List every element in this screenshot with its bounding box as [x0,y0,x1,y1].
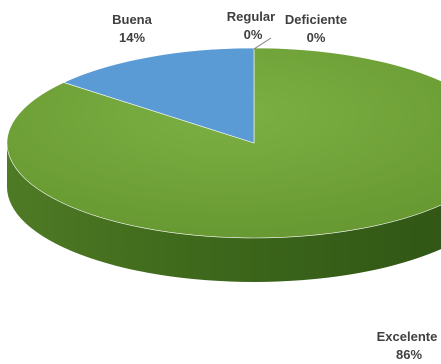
pie-slice-excelente [6,47,441,239]
slice-label-excelente: Excelente [377,329,438,344]
slice-value-deficiente: 0% [307,30,326,45]
pie-slice-buena [62,47,255,144]
slice-label-regular: Regular [227,9,275,24]
label-leader-line-regular [253,37,272,50]
slice-label-deficiente: Deficiente [285,12,347,27]
slice-label-buena: Buena [112,12,153,27]
slice-value-regular: 0% [244,27,263,42]
slice-value-buena: 14% [119,30,145,45]
slice-value-excelente: 86% [396,347,422,362]
pie-side-wall [7,143,441,282]
